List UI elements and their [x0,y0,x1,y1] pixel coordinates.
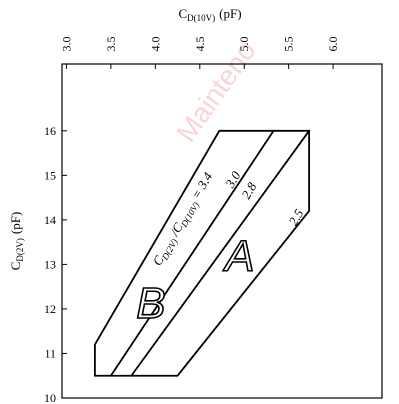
left-tick-label: 16 [44,124,56,138]
left-axis-title-sub: D(2V) [15,238,25,262]
left-tick-label: 13 [44,257,56,271]
curve-label-part: = 3.4 [186,169,215,204]
top-tick-label: 5.0 [237,37,251,52]
top-axis-title-sub: D(10V) [187,13,215,23]
curve-label-part: D(10V) [178,200,201,229]
top-axis-title: CD(10V) (pF) [178,6,241,23]
region-label-b: B [136,279,165,328]
top-axis-title-unit: (pF) [219,6,241,21]
left-tick-label: 11 [44,346,56,360]
ratio-line-2-8 [130,130,310,377]
top-tick-label: 3.5 [104,37,118,52]
plot-frame [61,63,383,399]
top-tick-label: 4.5 [193,37,207,52]
curve-label: 2.5 [285,206,306,228]
left-axis-ticks: 10 11 12 13 14 15 16 [44,124,67,404]
ratio-line-3-0 [110,130,275,377]
left-tick-label: 15 [44,168,56,182]
top-tick-label: 3.0 [59,37,73,52]
curve-label: 3.0 [222,168,244,191]
top-axis-title-main: C [178,6,187,21]
curve-label: 2.8 [238,179,259,201]
curve-label: CD(2V) /CD(10V) = 3.4 [149,169,217,269]
chart-lines [93,129,311,377]
top-axis-ticks: 3.0 3.5 4.0 4.5 5.0 5.5 6.0 [59,37,340,69]
left-tick-label: 10 [44,391,56,404]
left-tick-label: 14 [44,213,56,227]
region-label-a: A [222,232,254,281]
curve-label-part: /C [165,220,186,241]
left-tick-label: 12 [44,302,56,316]
top-tick-label: 5.5 [282,37,296,52]
outline-polygon [93,129,311,377]
left-axis-title-unit: (pF) [8,212,23,234]
left-axis-title: CD(2V) (pF) [8,212,25,271]
chart-labels: CD(2V) /CD(10V) = 3.4 3.02.8 2.5 B A [135,168,306,328]
top-tick-label: 6.0 [326,37,340,52]
left-axis-title-main: C [8,262,23,271]
top-tick-label: 4.0 [148,37,162,52]
